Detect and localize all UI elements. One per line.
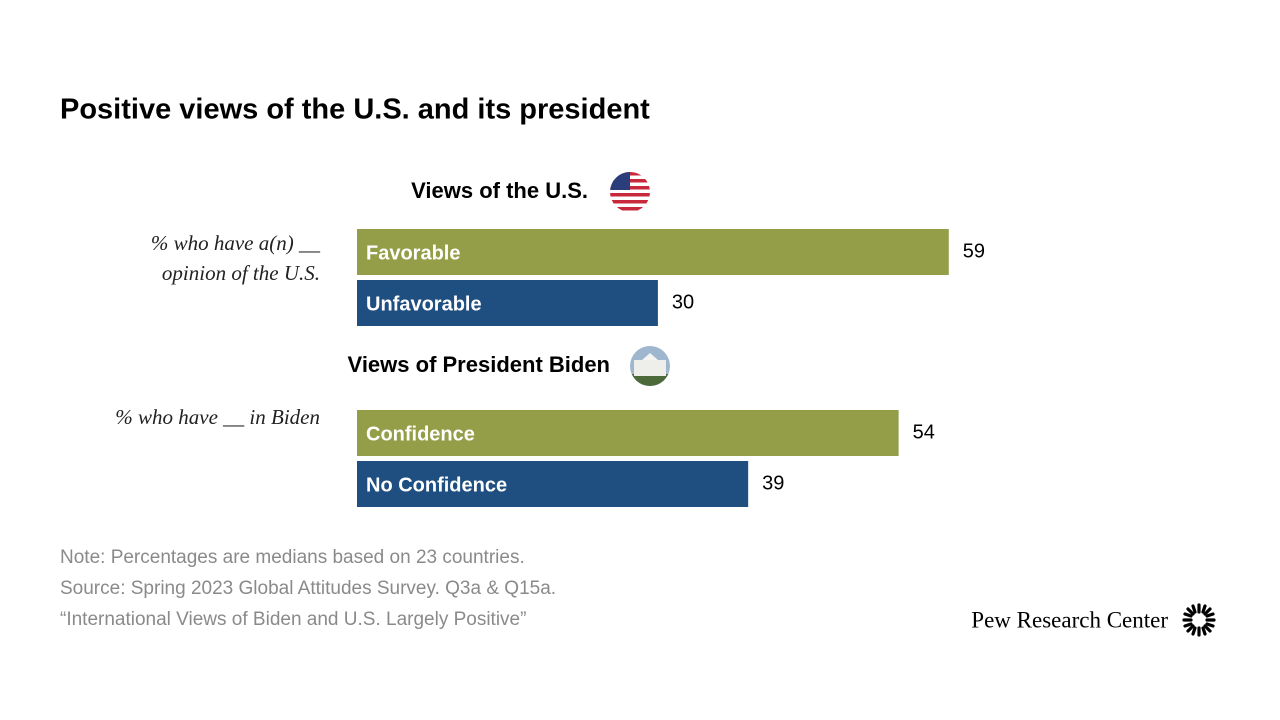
subtitle: % who have __ in Biden bbox=[115, 405, 320, 429]
flag-icon bbox=[610, 172, 650, 212]
subtitle: opinion of the U.S. bbox=[162, 261, 320, 285]
bar-label: Favorable bbox=[366, 242, 460, 264]
subtitle: % who have a(n) __ bbox=[151, 231, 321, 255]
group-title: Views of the U.S. bbox=[411, 178, 588, 203]
bar bbox=[357, 461, 749, 507]
logo-text: Pew Research Center bbox=[971, 607, 1168, 632]
value-label: 30 bbox=[672, 291, 694, 313]
chart-title: Positive views of the U.S. and its presi… bbox=[60, 94, 650, 126]
value-label: 54 bbox=[913, 421, 935, 443]
group-title: Views of President Biden bbox=[348, 352, 610, 377]
logo-mark bbox=[1182, 603, 1216, 637]
value-label: 59 bbox=[963, 240, 985, 262]
white-house-icon bbox=[630, 346, 670, 386]
bar bbox=[357, 410, 899, 456]
bar bbox=[357, 280, 658, 326]
bar-label: Confidence bbox=[366, 423, 475, 445]
note: Source: Spring 2023 Global Attitudes Sur… bbox=[60, 578, 556, 599]
bar-label: No Confidence bbox=[366, 474, 507, 496]
bar bbox=[357, 229, 949, 275]
note: “International Views of Biden and U.S. L… bbox=[60, 609, 526, 630]
value-label: 39 bbox=[762, 472, 784, 494]
bar-label: Unfavorable bbox=[366, 293, 482, 315]
note: Note: Percentages are medians based on 2… bbox=[60, 547, 525, 568]
